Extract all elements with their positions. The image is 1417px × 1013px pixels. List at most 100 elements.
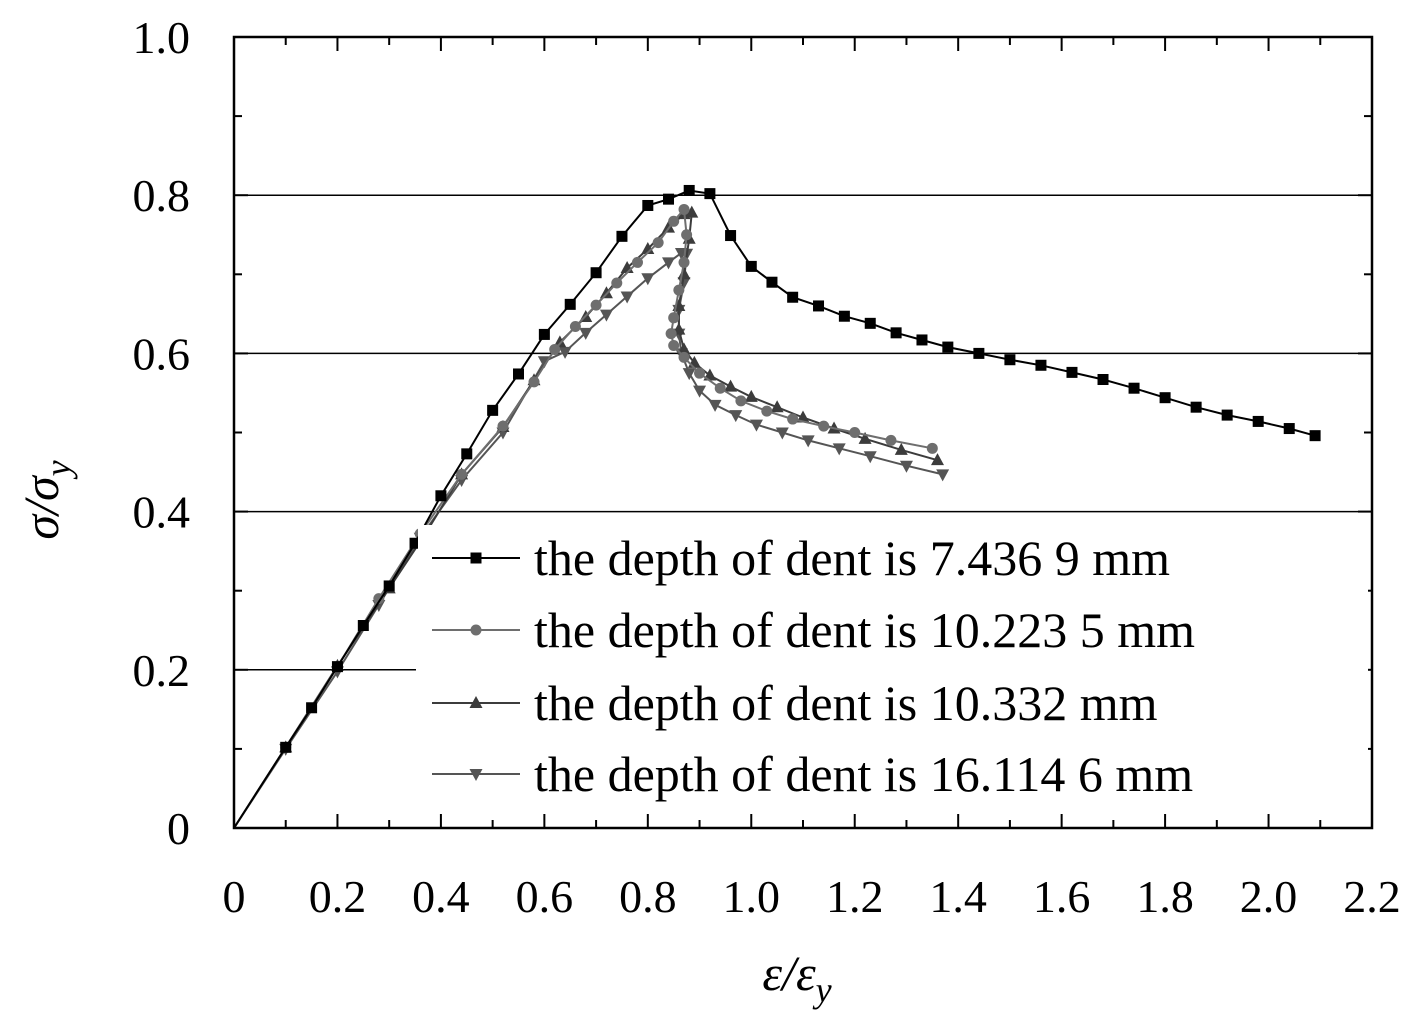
data-point	[770, 400, 784, 413]
data-point	[775, 427, 789, 440]
data-point	[435, 490, 447, 502]
data-point	[497, 420, 509, 432]
data-point	[801, 435, 815, 448]
data-point	[725, 230, 737, 242]
data-point	[813, 300, 825, 312]
data-point	[890, 327, 902, 339]
data-point	[590, 267, 602, 279]
x-tick-label: 0	[223, 871, 246, 922]
data-point	[936, 469, 950, 482]
y-tick-label: 1.0	[133, 12, 191, 63]
data-point	[280, 741, 292, 753]
data-point	[735, 395, 747, 407]
x-axis-label-base: ε/ε	[762, 945, 816, 1001]
data-point	[668, 339, 680, 351]
legend-label: the depth of dent is 10.332 mm	[534, 675, 1158, 731]
x-tick-label: 0.6	[516, 871, 574, 922]
legend-label: the depth of dent is 7.436 9 mm	[534, 530, 1170, 586]
data-point	[973, 347, 985, 359]
legend-item: the depth of dent is 10.332 mm	[432, 675, 1158, 731]
x-tick-label: 0.2	[309, 871, 367, 922]
legend-item: the depth of dent is 7.436 9 mm	[432, 530, 1170, 586]
data-point	[383, 580, 395, 592]
data-point	[620, 291, 634, 304]
data-point	[678, 256, 690, 268]
data-point	[461, 448, 473, 460]
series-layer	[233, 184, 1321, 829]
x-tick-label: 2.0	[1240, 871, 1298, 922]
data-point	[665, 328, 677, 340]
x-tick-label: 1.0	[723, 871, 781, 922]
legend-marker	[469, 696, 483, 708]
data-point	[683, 184, 695, 196]
x-tick-label: 1.4	[929, 871, 987, 922]
data-point	[558, 346, 572, 359]
data-point	[916, 334, 928, 346]
y-axis-label-sub: y	[38, 460, 78, 479]
data-point	[513, 368, 524, 380]
y-tick-label: 0.4	[133, 487, 191, 538]
y-tick-label: 0.2	[133, 645, 191, 696]
legend-label: the depth of dent is 10.223 5 mm	[534, 602, 1195, 658]
data-point	[456, 468, 468, 480]
data-point	[766, 276, 778, 288]
data-point	[796, 410, 810, 423]
y-tick-label: 0.8	[133, 170, 191, 221]
data-point	[487, 404, 499, 416]
data-point	[579, 327, 593, 340]
data-point	[663, 193, 675, 205]
legend-background	[418, 525, 1368, 810]
x-tick-label: 1.8	[1136, 871, 1194, 922]
data-point	[1283, 423, 1295, 435]
data-point	[569, 321, 581, 333]
data-point	[1252, 415, 1264, 427]
x-tick-label: 1.2	[826, 871, 884, 922]
data-point	[864, 317, 876, 329]
data-point	[668, 312, 680, 324]
legend-marker	[470, 552, 482, 564]
data-point	[894, 442, 908, 455]
data-point	[673, 284, 685, 296]
data-point	[1159, 392, 1171, 404]
data-point	[1190, 401, 1202, 413]
legend-label: the depth of dent is 16.114 6 mm	[534, 746, 1193, 802]
x-tick-label: 0.4	[412, 871, 470, 922]
data-point	[642, 199, 654, 211]
y-axis-label: σ/σy	[13, 460, 78, 539]
data-point	[930, 453, 944, 466]
data-point	[549, 343, 561, 355]
data-point	[832, 443, 846, 456]
data-point	[899, 460, 913, 473]
y-tick-label: 0.6	[133, 328, 191, 379]
data-point	[885, 434, 897, 446]
data-point	[761, 405, 773, 417]
legend-marker	[469, 769, 483, 781]
legend-item: the depth of dent is 16.114 6 mm	[432, 746, 1193, 802]
data-point	[668, 215, 680, 227]
data-point	[1035, 359, 1047, 371]
data-point	[838, 310, 850, 322]
data-point	[631, 256, 643, 268]
series-1	[233, 184, 1321, 829]
x-axis-label-sub: y	[813, 970, 832, 1010]
data-point	[745, 260, 757, 272]
axis-ticks	[233, 36, 1373, 829]
data-point	[1128, 382, 1140, 394]
data-point	[662, 220, 676, 233]
data-point	[708, 399, 722, 412]
legend-marker	[470, 624, 482, 636]
gridlines	[234, 194, 1372, 671]
y-tick-labels: 0 0.2 0.4 0.6 0.8 1.0	[133, 12, 191, 854]
data-point	[682, 368, 696, 381]
data-point	[942, 341, 954, 353]
data-point	[590, 299, 602, 311]
data-point	[724, 379, 738, 392]
x-axis-label: ε/εy	[762, 945, 831, 1010]
data-point	[685, 205, 699, 218]
data-point	[714, 382, 726, 394]
data-point	[863, 451, 877, 464]
y-axis-label-base: σ/σ	[13, 474, 69, 540]
data-point	[357, 620, 369, 632]
